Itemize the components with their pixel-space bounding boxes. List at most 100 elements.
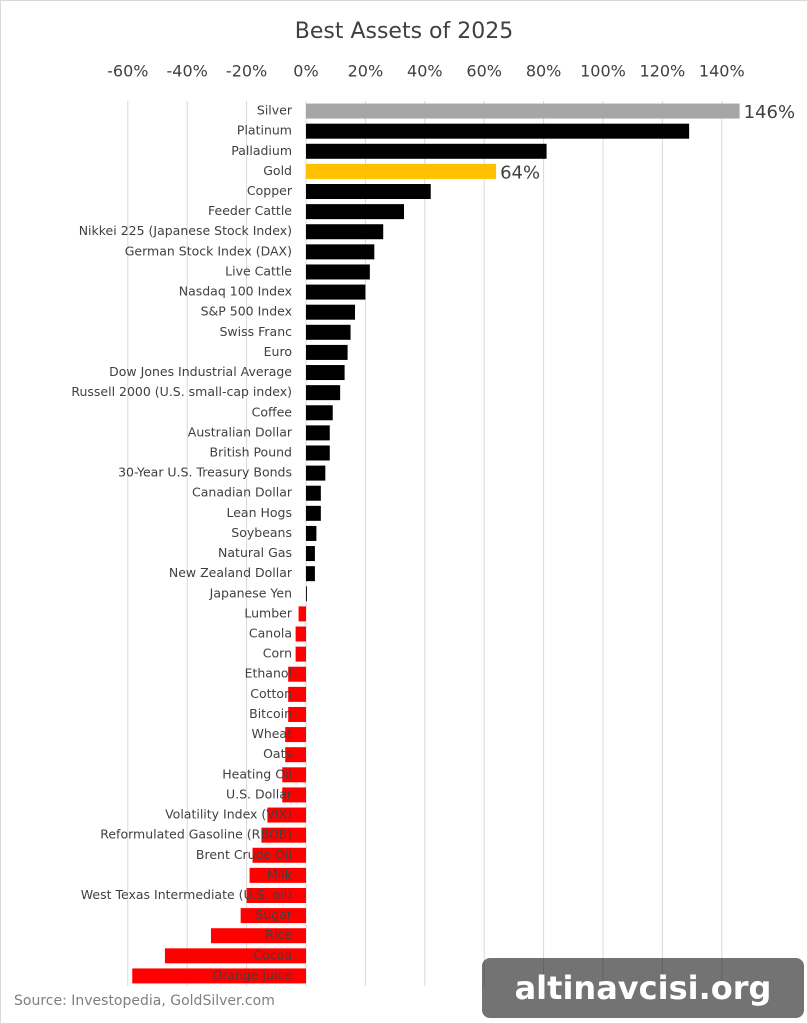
bar	[288, 706, 306, 722]
bar	[306, 425, 330, 441]
bar	[295, 646, 306, 662]
category-label: S&P 500 Index	[201, 304, 292, 319]
bar	[240, 908, 306, 924]
bar	[306, 224, 384, 240]
category-label: West Texas Intermediate (U.S. oil)	[81, 887, 292, 902]
chart-title: Best Assets of 2025	[295, 19, 514, 44]
category-label: Silver	[257, 103, 293, 118]
bar	[282, 787, 306, 803]
bar	[306, 566, 315, 582]
source: Source: Investopedia, GoldSilver.com	[14, 993, 275, 1009]
bar	[295, 626, 306, 642]
category-label: German Stock Index (DAX)	[125, 243, 292, 258]
bar	[246, 887, 306, 903]
category-label: Cocoa	[253, 947, 292, 962]
category-label: Brent Crude Oil	[196, 847, 292, 862]
bar	[306, 284, 366, 300]
bars	[132, 103, 740, 984]
x-tick-label: 60%	[466, 62, 502, 81]
bar	[306, 184, 431, 200]
category-label: Dow Jones Industrial Average	[109, 364, 292, 379]
bar	[306, 103, 740, 119]
bar	[306, 546, 315, 562]
category-label: Euro	[264, 344, 292, 359]
category-label: Palladium	[231, 143, 292, 158]
category-label: Platinum	[237, 123, 292, 138]
category-label: Ethanol	[245, 666, 292, 681]
category-label: Swiss Franc	[219, 324, 292, 339]
category-label: Heating Oil	[222, 766, 292, 781]
bar	[306, 163, 497, 179]
category-label: Russell 2000 (U.S. small-cap index)	[71, 384, 292, 399]
x-tick-label: 100%	[580, 62, 626, 81]
bar	[306, 586, 307, 602]
x-tick-label: -40%	[167, 62, 208, 81]
bar	[282, 767, 306, 783]
bar	[164, 948, 306, 964]
category-label: Canola	[249, 626, 292, 641]
category-label: Oats	[263, 746, 292, 761]
bar	[252, 847, 306, 863]
category-label: Sugar	[255, 907, 292, 922]
watermark: altinavcisi.org	[515, 969, 772, 1007]
category-label: Nasdaq 100 Index	[179, 284, 292, 299]
category-label: Gold	[263, 163, 292, 178]
category-label: Corn	[263, 646, 292, 661]
watermark-bg	[482, 958, 804, 1018]
bar	[306, 344, 348, 360]
category-label: U.S. Dollar	[226, 786, 293, 801]
bar	[288, 686, 306, 702]
value-label: 146%	[744, 102, 795, 123]
category-label: Lean Hogs	[227, 505, 293, 520]
category-label: Feeder Cattle	[208, 203, 292, 218]
category-label: Canadian Dollar	[192, 485, 293, 500]
category-label: Lumber	[244, 605, 292, 620]
category-label: Bitcoin	[249, 706, 292, 721]
bar	[306, 244, 375, 260]
bar	[306, 264, 370, 280]
category-label: Japanese Yen	[209, 585, 292, 600]
bar	[249, 867, 306, 883]
bar	[306, 385, 341, 401]
category-label: Wheat	[251, 726, 292, 741]
bar	[306, 465, 326, 481]
x-tick-label: 0%	[293, 62, 318, 81]
category-label: 30-Year U.S. Treasury Bonds	[118, 465, 292, 480]
bar	[285, 747, 306, 763]
bar	[306, 304, 356, 320]
bar	[285, 727, 306, 743]
bar	[261, 827, 306, 843]
category-label: Copper	[247, 183, 293, 198]
x-tick-label: 80%	[526, 62, 562, 81]
value-label: 64%	[500, 162, 540, 183]
category-label: Cotton	[250, 686, 292, 701]
bar	[306, 445, 330, 461]
bar	[306, 405, 333, 421]
category-label: Natural Gas	[218, 545, 292, 560]
bar	[288, 666, 306, 682]
bar	[132, 968, 306, 984]
bar	[306, 324, 351, 340]
bar	[306, 525, 317, 541]
category-label: Milk	[267, 867, 293, 882]
labels: -60% -40% -20% 0% 20% 40% 60% 80% 100% 120% 140% Si…	[71, 62, 795, 983]
category-label: Live Cattle	[225, 263, 292, 278]
x-tick-label: 40%	[407, 62, 443, 81]
category-label: New Zealand Dollar	[169, 565, 293, 580]
bar	[306, 505, 321, 521]
category-label: Rice	[265, 927, 292, 942]
bar	[267, 807, 306, 823]
category-label: Reformulated Gasoline (RBOB)	[100, 827, 292, 842]
category-label: British Pound	[210, 444, 293, 459]
bar	[306, 143, 547, 159]
category-label: Volatility Index (VIX)	[165, 807, 292, 822]
grid	[127, 101, 723, 986]
x-tick-label: -20%	[226, 62, 267, 81]
bar	[306, 485, 321, 501]
bar	[306, 365, 345, 381]
category-label: Orange Juice	[212, 967, 292, 982]
category-label: Nikkei 225 (Japanese Stock Index)	[79, 223, 292, 238]
x-tick-label: 20%	[348, 62, 384, 81]
